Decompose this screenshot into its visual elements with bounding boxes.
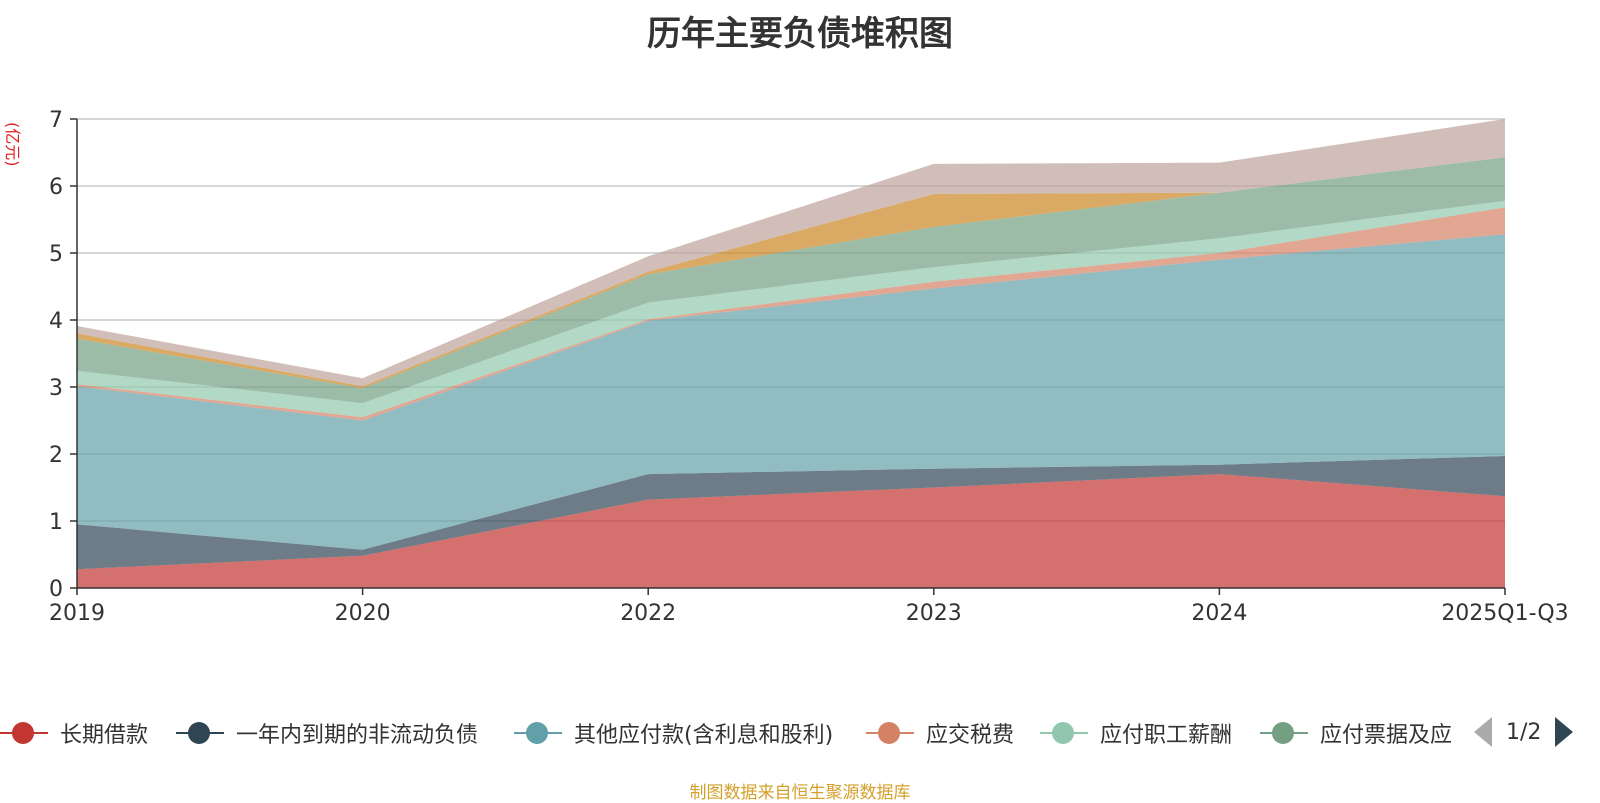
legend-marker-icon — [866, 715, 914, 751]
area-3 — [77, 234, 1505, 550]
legend-next-page-icon[interactable] — [1555, 717, 1574, 747]
x-tick-label: 2025Q1-Q3 — [1441, 601, 1568, 626]
y-tick-label: 7 — [49, 108, 63, 133]
legend: 长期借款 一年内到期的非流动负债 其他应付款(含利息和股利) 应交税费 应付职工薪酬 应付… — [0, 715, 1600, 751]
area-4 — [77, 207, 1505, 421]
y-axis-unit-label: (亿元) — [3, 122, 22, 167]
legend-item[interactable]: 一年内到期的非流动负债 — [176, 715, 478, 751]
legend-item[interactable]: 应交税费 — [866, 715, 1014, 751]
chart-title: 历年主要负债堆积图 — [647, 14, 953, 54]
legend-marker-icon — [1040, 715, 1088, 751]
legend-item[interactable]: 其他应付款(含利息和股利) — [514, 715, 833, 751]
legend-label: 应付职工薪酬 — [1100, 723, 1233, 748]
y-tick-label: 5 — [49, 242, 63, 267]
legend-prev-page-icon[interactable] — [1474, 717, 1492, 747]
legend-label: 长期借款 — [60, 723, 149, 748]
x-tick-label: 2023 — [906, 601, 962, 626]
legend-item[interactable]: 应付职工薪酬 — [1040, 715, 1232, 751]
y-tick-label: 4 — [49, 309, 63, 334]
legend-marker-icon — [1260, 715, 1308, 751]
axes: 0 1 2 3 4 5 6 7 2019 2020 2022 2023 2024 2025Q1-Q3 — [49, 108, 1569, 626]
x-tick-label: 2024 — [1191, 601, 1247, 626]
x-tick-label: 2020 — [335, 601, 391, 626]
stacked-area-chart: 0 1 2 3 4 5 6 7 2019 2020 2022 2023 2024 2025Q1-Q3 — [49, 108, 1569, 626]
y-tick-label: 6 — [49, 175, 63, 200]
legend-marker-icon — [0, 715, 48, 751]
area-8 — [77, 119, 1505, 387]
legend-page-indicator: 1/2 — [1506, 719, 1542, 745]
x-tick-label: 2022 — [620, 601, 676, 626]
legend-label: 其他应付款(含利息和股利) — [574, 723, 834, 748]
area-2 — [77, 456, 1505, 570]
y-tick-label: 1 — [49, 510, 63, 535]
x-tick-label: 2019 — [49, 601, 105, 626]
legend-label: 一年内到期的非流动负债 — [236, 723, 479, 748]
legend-item[interactable]: 应付票据及应 — [1260, 715, 1452, 751]
y-tick-label: 3 — [49, 376, 63, 401]
source-note: 制图数据来自恒生聚源数据库 — [689, 783, 911, 803]
area-6 — [77, 157, 1505, 404]
legend-marker-icon — [176, 715, 224, 751]
area-1 — [77, 474, 1505, 588]
area-series — [77, 119, 1505, 588]
legend-item[interactable]: 长期借款 — [0, 715, 148, 751]
area-5 — [77, 200, 1505, 418]
legend-label: 应交税费 — [926, 723, 1015, 748]
legend-pager: 1/2 — [1474, 714, 1574, 750]
y-tick-label: 0 — [49, 577, 63, 602]
legend-marker-icon — [514, 715, 562, 751]
y-tick-label: 2 — [49, 443, 63, 468]
legend-label: 应付票据及应 — [1320, 723, 1453, 748]
